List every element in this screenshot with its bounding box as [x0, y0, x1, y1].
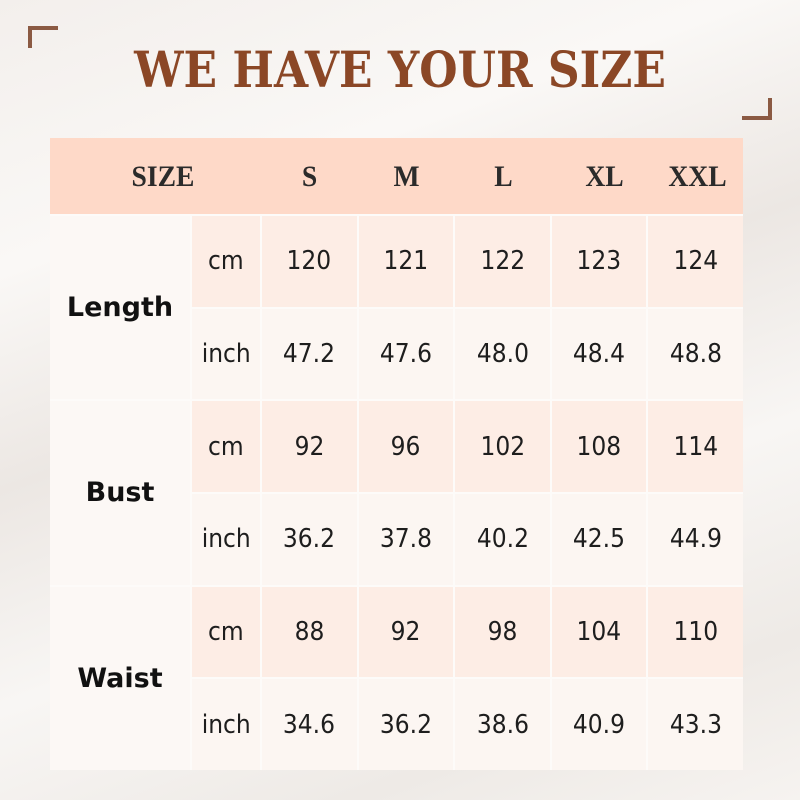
value-text: 123 — [576, 246, 622, 277]
value-cell: 92 — [358, 586, 454, 678]
header-size: SIZE — [131, 160, 195, 193]
header-xl: XL — [585, 160, 624, 193]
value-cell: 47.2 — [262, 308, 357, 400]
measure-label: Length — [50, 216, 190, 400]
value-text: 124 — [673, 246, 719, 277]
measure-label: Waist — [50, 586, 190, 770]
value-text: 92 — [294, 431, 325, 462]
unit-label: cm — [208, 616, 244, 647]
value-text: 104 — [576, 616, 622, 647]
value-text: 96 — [390, 431, 421, 462]
page-title: WE HAVE YOUR SIZE — [134, 40, 666, 99]
size-chart-table: SIZE S M L XL XXL Length cm 120 121 122 123 12… — [50, 138, 743, 770]
value-cell: 48.4 — [551, 308, 647, 400]
unit-cell: inch — [192, 679, 260, 770]
unit-cell: inch — [192, 493, 260, 585]
value-cell: 38.6 — [455, 679, 550, 770]
value-cell: 36.2 — [262, 493, 357, 585]
value-cell: 122 — [455, 216, 550, 307]
value-text: 88 — [294, 616, 325, 647]
value-cell: 37.8 — [358, 493, 454, 585]
unit-label: cm — [208, 431, 244, 462]
value-cell: 36.2 — [358, 679, 454, 770]
value-text: 92 — [390, 616, 421, 647]
value-text: 44.9 — [669, 524, 722, 555]
unit-cell: cm — [192, 401, 260, 492]
value-text: 108 — [576, 431, 622, 462]
unit-cell: cm — [192, 586, 260, 678]
value-cell: 98 — [455, 586, 550, 678]
value-text: 48.0 — [476, 338, 529, 369]
header-s: S — [301, 160, 318, 193]
value-text: 48.8 — [669, 338, 722, 369]
value-cell: 44.9 — [648, 493, 743, 585]
value-text: 38.6 — [476, 709, 529, 740]
header-l: L — [494, 160, 513, 193]
value-cell: 48.0 — [455, 308, 550, 400]
value-text: 110 — [673, 616, 719, 647]
value-text: 98 — [487, 616, 518, 647]
value-text: 43.3 — [669, 709, 722, 740]
value-cell: 121 — [358, 216, 454, 307]
value-text: 34.6 — [283, 709, 336, 740]
unit-label: inch — [201, 524, 251, 555]
value-text: 40.9 — [573, 709, 626, 740]
value-cell: 34.6 — [262, 679, 357, 770]
value-cell: 40.9 — [551, 679, 647, 770]
value-cell: 40.2 — [455, 493, 550, 585]
value-text: 122 — [480, 246, 525, 277]
value-cell: 124 — [648, 216, 743, 307]
value-cell: 110 — [648, 586, 743, 678]
value-cell: 108 — [551, 401, 647, 492]
value-text: 47.6 — [379, 338, 432, 369]
value-text: 36.2 — [283, 524, 336, 555]
value-cell: 92 — [262, 401, 357, 492]
value-text: 40.2 — [476, 524, 529, 555]
table-header-row: SIZE S M L XL XXL — [50, 138, 743, 214]
unit-label: cm — [208, 246, 244, 277]
value-cell: 123 — [551, 216, 647, 307]
value-text: 121 — [383, 246, 429, 277]
value-text: 120 — [286, 246, 332, 277]
header-xxl: XXL — [668, 160, 727, 193]
unit-cell: cm — [192, 216, 260, 307]
value-cell: 88 — [262, 586, 357, 678]
value-cell: 48.8 — [648, 308, 743, 400]
header-m: M — [393, 160, 420, 193]
unit-label: inch — [201, 338, 251, 369]
value-cell: 43.3 — [648, 679, 743, 770]
value-text: 42.5 — [573, 524, 626, 555]
value-cell: 114 — [648, 401, 743, 492]
value-cell: 102 — [455, 401, 550, 492]
value-text: 114 — [673, 431, 719, 462]
value-text: 36.2 — [379, 709, 432, 740]
value-text: 37.8 — [379, 524, 432, 555]
corner-bracket-top-left — [28, 26, 58, 48]
value-text: 47.2 — [283, 338, 336, 369]
measure-label: Bust — [50, 401, 190, 585]
value-text: 48.4 — [573, 338, 626, 369]
value-cell: 47.6 — [358, 308, 454, 400]
unit-cell: inch — [192, 308, 260, 400]
value-text: 102 — [480, 431, 525, 462]
value-cell: 96 — [358, 401, 454, 492]
value-cell: 104 — [551, 586, 647, 678]
corner-bracket-bottom-right — [742, 98, 772, 120]
value-cell: 42.5 — [551, 493, 647, 585]
value-cell: 120 — [262, 216, 357, 307]
unit-label: inch — [201, 709, 251, 740]
